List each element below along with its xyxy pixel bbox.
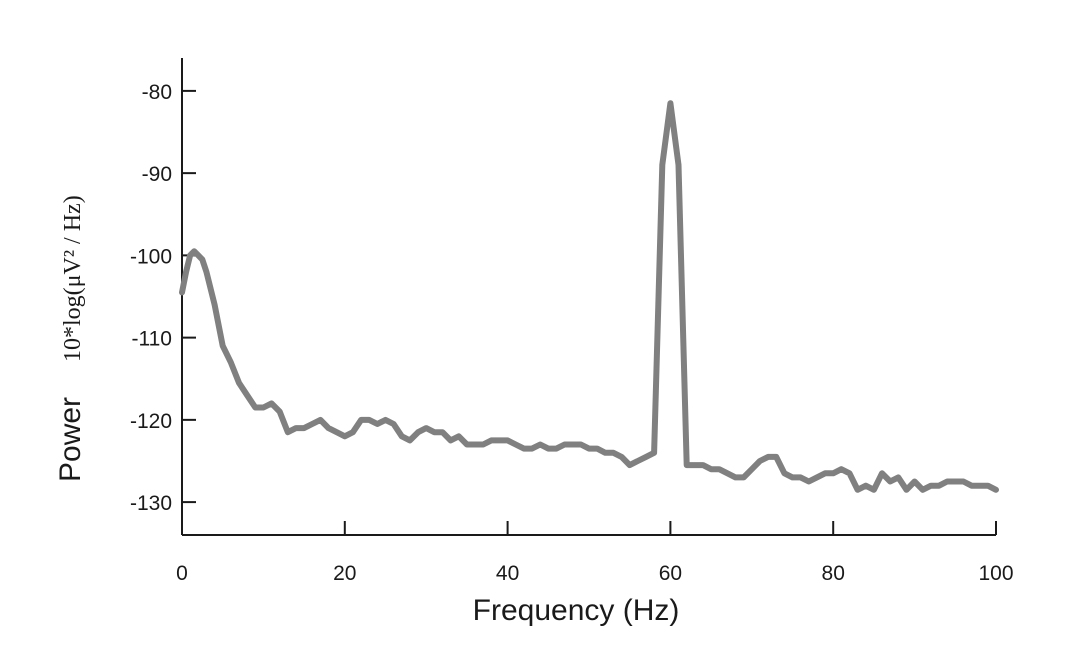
y-ticks: -80 -90 -100 -110 -120 -130 bbox=[130, 81, 196, 515]
x-tick-label: 100 bbox=[978, 562, 1013, 585]
y-tick-label: -90 bbox=[142, 163, 172, 186]
x-tick-label: 60 bbox=[659, 562, 682, 585]
y-tick-label: -100 bbox=[130, 245, 172, 268]
y-tick-label: -120 bbox=[130, 410, 172, 433]
x-ticks: 0 20 40 60 80 100 bbox=[176, 521, 1014, 585]
x-axis-title: Frequency (Hz) bbox=[473, 594, 680, 627]
y-tick-label: -130 bbox=[130, 492, 172, 515]
x-tick-label: 0 bbox=[176, 562, 188, 585]
series-line bbox=[179, 100, 999, 493]
y-tick-label: -80 bbox=[142, 81, 172, 104]
y-tick-label: -110 bbox=[132, 328, 172, 351]
x-tick-label: 20 bbox=[333, 562, 356, 585]
y-axis-title: Power bbox=[54, 397, 87, 482]
x-tick-label: 40 bbox=[496, 562, 519, 585]
y-axis-unit: 10*log(μV² / Hz) bbox=[60, 195, 86, 362]
x-tick-label: 80 bbox=[822, 562, 845, 585]
